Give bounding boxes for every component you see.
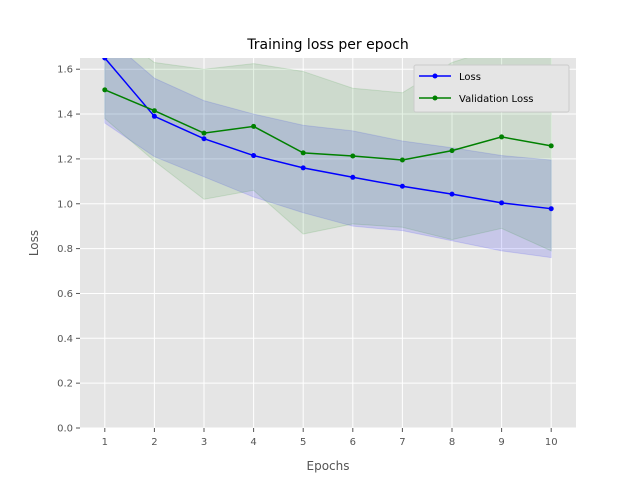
y-tick-label: 1.2 [57, 154, 73, 165]
x-tick-label: 1 [102, 437, 108, 448]
x-tick-label: 4 [250, 437, 256, 448]
y-ticks: 0.0 0.2 0.4 0.6 0.8 1.0 1.2 1.4 1.6 [57, 65, 80, 435]
loss-point [350, 174, 356, 180]
y-tick-label: 0.8 [57, 244, 73, 255]
validation-loss-point [499, 134, 505, 140]
validation-loss-point [201, 130, 207, 136]
x-tick-label: 6 [350, 437, 356, 448]
chart-title: Training loss per epoch [246, 37, 409, 53]
legend-marker-validation-loss [432, 95, 438, 101]
x-tick-label: 10 [545, 437, 558, 448]
validation-loss-point [350, 153, 356, 159]
validation-loss-point [548, 143, 554, 149]
loss-band [104, 58, 552, 259]
validation-loss-point [102, 87, 108, 93]
loss-point [399, 183, 405, 189]
validation-loss-point [399, 157, 405, 163]
loss-point [151, 113, 157, 119]
validation-loss-point [449, 148, 455, 154]
loss-point [201, 136, 207, 142]
x-tick-label: 7 [399, 437, 405, 448]
legend-label-loss: Loss [459, 72, 481, 83]
y-axis-label: Loss [27, 230, 41, 256]
y-tick-label: 0.2 [57, 379, 73, 390]
y-tick-label: 0.6 [57, 289, 73, 300]
validation-loss-line [104, 89, 552, 161]
x-tick-label: 3 [201, 437, 207, 448]
y-tick-label: 1.4 [57, 110, 73, 121]
validation-loss-point [251, 123, 257, 129]
loss-point [300, 165, 306, 171]
x-tick-label: 2 [151, 437, 157, 448]
x-tick-label: 5 [300, 437, 306, 448]
x-ticks: 1 2 3 4 5 6 7 8 9 10 [102, 428, 558, 448]
loss-line [104, 58, 552, 210]
validation-loss-point [300, 150, 306, 156]
x-axis-label: Epochs [307, 459, 350, 473]
y-tick-label: 1.0 [57, 199, 73, 210]
loss-point [449, 191, 455, 197]
loss-point [499, 200, 505, 206]
x-tick-label: 8 [449, 437, 455, 448]
y-tick-label: 0.4 [57, 334, 73, 345]
series-lines [102, 58, 554, 212]
x-tick-label: 9 [498, 437, 504, 448]
validation-loss-point [151, 108, 157, 114]
loss-point [102, 58, 108, 61]
loss-point [251, 153, 257, 159]
y-tick-label: 1.6 [57, 65, 73, 76]
legend-box [413, 64, 570, 113]
legend-marker-loss [432, 73, 438, 79]
legend-label-validation-loss: Validation Loss [459, 94, 534, 105]
y-tick-label: 0.0 [57, 424, 73, 435]
legend: Loss Validation Loss [413, 64, 570, 113]
loss-point [548, 206, 554, 212]
